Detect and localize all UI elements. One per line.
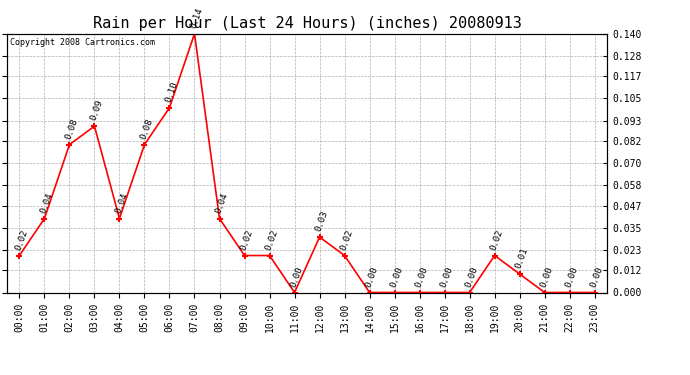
Text: 0.00: 0.00: [439, 265, 455, 288]
Text: 0.08: 0.08: [64, 117, 79, 141]
Text: 0.04: 0.04: [39, 191, 55, 214]
Text: 0.02: 0.02: [264, 228, 279, 251]
Text: 0.04: 0.04: [114, 191, 130, 214]
Text: 0.10: 0.10: [164, 80, 179, 104]
Text: 0.00: 0.00: [589, 265, 605, 288]
Text: 0.04: 0.04: [214, 191, 230, 214]
Text: 0.00: 0.00: [289, 265, 305, 288]
Text: 0.08: 0.08: [139, 117, 155, 141]
Text: Copyright 2008 Cartronics.com: Copyright 2008 Cartronics.com: [10, 38, 155, 46]
Text: 0.00: 0.00: [389, 265, 405, 288]
Text: 0.00: 0.00: [414, 265, 430, 288]
Text: 0.00: 0.00: [564, 265, 580, 288]
Title: Rain per Hour (Last 24 Hours) (inches) 20080913: Rain per Hour (Last 24 Hours) (inches) 2…: [92, 16, 522, 31]
Text: 0.02: 0.02: [339, 228, 355, 251]
Text: 0.02: 0.02: [489, 228, 505, 251]
Text: 0.00: 0.00: [364, 265, 380, 288]
Text: 0.01: 0.01: [514, 247, 530, 270]
Text: 0.02: 0.02: [239, 228, 255, 251]
Text: 0.09: 0.09: [89, 99, 105, 122]
Text: 0.14: 0.14: [189, 6, 205, 30]
Text: 0.00: 0.00: [464, 265, 480, 288]
Text: 0.00: 0.00: [539, 265, 555, 288]
Text: 0.03: 0.03: [314, 210, 330, 233]
Text: 0.02: 0.02: [14, 228, 30, 251]
